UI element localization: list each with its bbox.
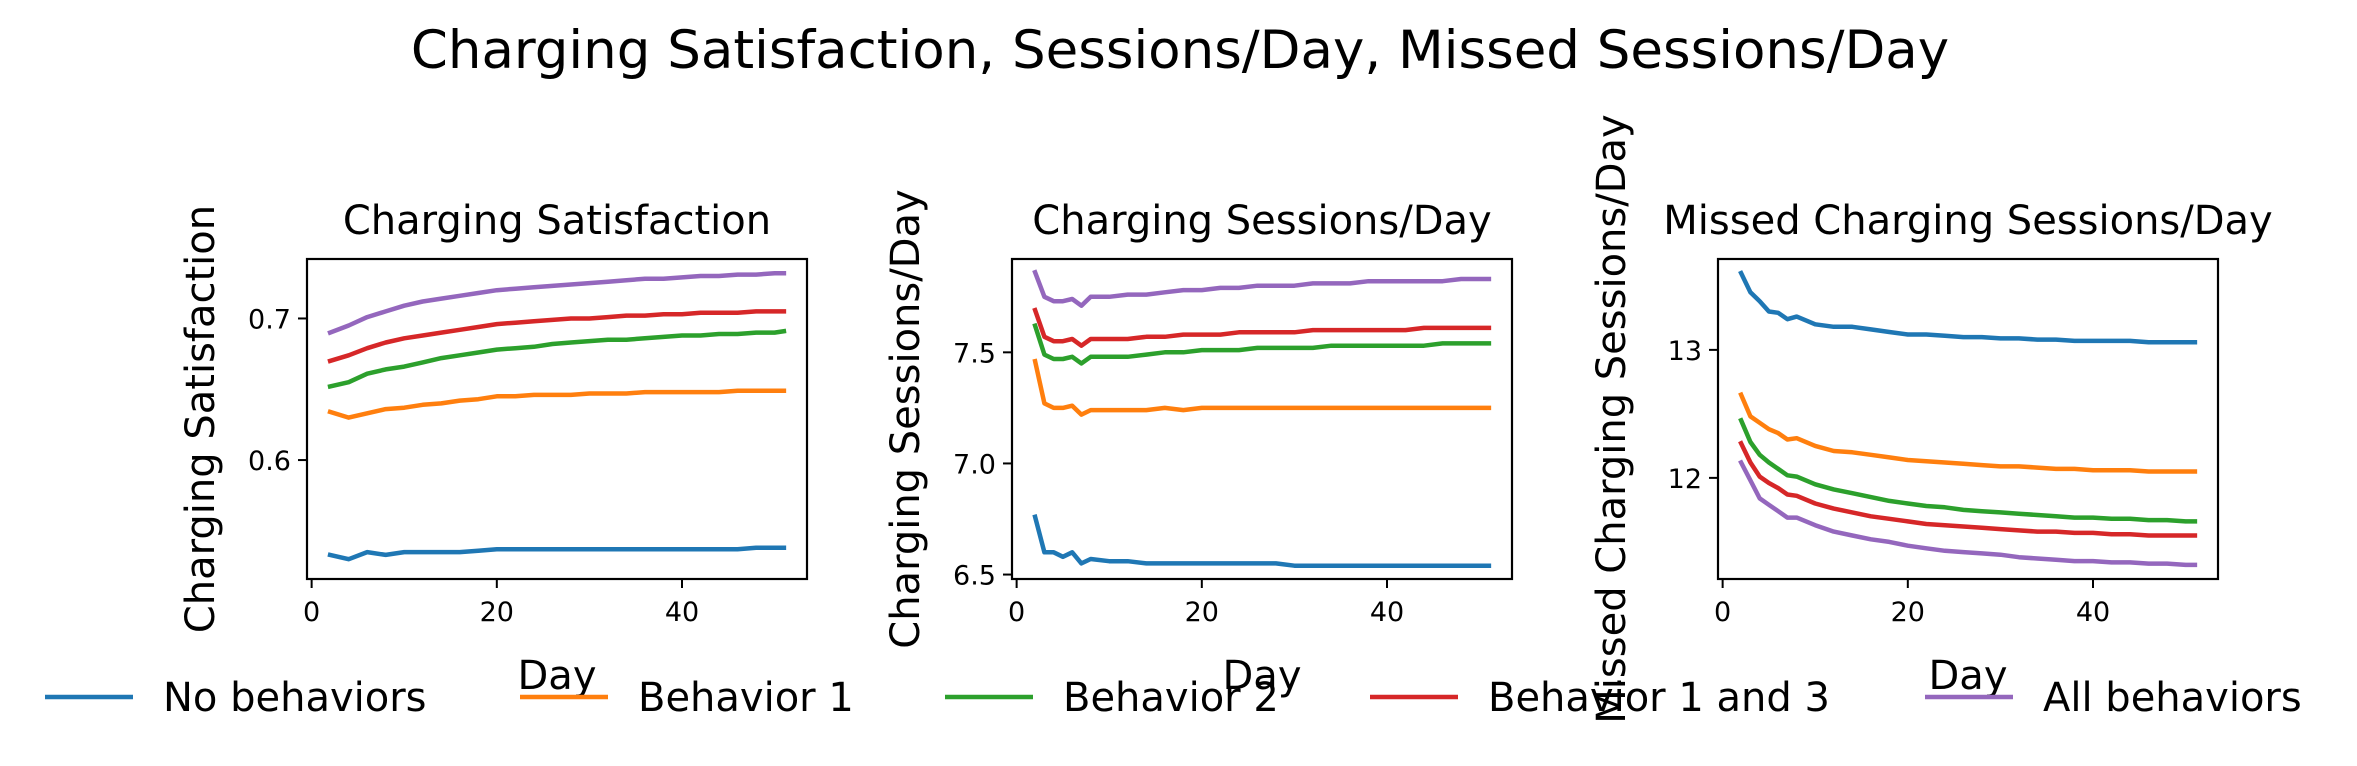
subplot-1: 0 20 40 0.6 0.7 Charging Satisfaction Day Charg… <box>178 198 809 699</box>
series-line-no-behaviors <box>327 545 787 562</box>
y-tick-label: 6.5 <box>953 561 996 592</box>
series-line-behavior-1-and-3 <box>327 309 787 364</box>
legend-item-behavior-1: Behavior 1 <box>520 675 854 721</box>
x-tick-label: 20 <box>1891 597 1925 628</box>
series-line-behavior-2 <box>1032 322 1492 366</box>
legend-item-no-behaviors: No behaviors <box>45 675 427 721</box>
y-axis-label: Missed Charging Sessions/Day <box>1589 114 1635 723</box>
legend-item-behavior-1-and-3: Behavior 1 and 3 <box>1370 675 1830 721</box>
y-tick-label: 13 <box>1668 336 1702 367</box>
axes-frame <box>305 257 809 581</box>
x-tick-label: 40 <box>2076 597 2110 628</box>
series-line-behavior-1-and-3 <box>1738 440 2198 538</box>
series-line-behavior-1 <box>1032 358 1492 417</box>
x-axis-label: Day <box>1929 653 2008 699</box>
x-axis-label: Day <box>1223 653 1302 699</box>
x-tick-label: 40 <box>665 597 699 628</box>
series-line-no-behaviors <box>1032 514 1492 568</box>
y-tick-label: 12 <box>1668 464 1702 495</box>
series-line-behavior-2 <box>1738 417 2198 524</box>
y-axis-label: Charging Satisfaction <box>178 205 224 633</box>
legend-item-behavior-2: Behavior 2 <box>945 675 1279 721</box>
series-line-behavior-1 <box>1738 391 2198 474</box>
legend: No behaviors Behavior 1 Behavior 2 Behavior… <box>45 675 2302 721</box>
series-line-no-behaviors <box>1738 270 2198 345</box>
subplot-3: 0 20 40 12 13 Missed Charging Sessions/Day Day… <box>1589 114 2273 723</box>
series-line-all-behaviors <box>1738 459 2198 568</box>
y-tick-label: 7.5 <box>953 338 996 369</box>
series-line-all-behaviors <box>1032 269 1492 308</box>
subplot-title: Charging Sessions/Day <box>1032 198 1491 244</box>
y-axis-label: Charging Sessions/Day <box>883 189 929 648</box>
axes-frame <box>1716 257 2220 581</box>
subplot-title: Missed Charging Sessions/Day <box>1663 198 2272 244</box>
subplots: 0 20 40 0.6 0.7 Charging Satisfaction Day Charg… <box>178 114 2273 723</box>
x-tick-label: 0 <box>1008 597 1025 628</box>
x-tick-label: 20 <box>480 597 514 628</box>
y-tick-label: 0.7 <box>248 304 291 335</box>
x-tick-label: 20 <box>1185 597 1219 628</box>
x-axis-label: Day <box>518 653 597 699</box>
series-line-behavior-1-and-3 <box>1032 307 1492 348</box>
subplot-title: Charging Satisfaction <box>343 198 771 244</box>
series-line-behavior-2 <box>327 328 787 390</box>
legend-label: All behaviors <box>2043 675 2302 721</box>
figure-title: Charging Satisfaction, Sessions/Day, Mis… <box>411 20 1949 81</box>
series-line-behavior-1 <box>327 388 787 420</box>
legend-label: Behavior 1 and 3 <box>1488 675 1830 721</box>
x-tick-label: 0 <box>1714 597 1731 628</box>
legend-label: Behavior 1 <box>638 675 854 721</box>
legend-label: No behaviors <box>163 675 427 721</box>
subplot-2: 0 20 40 6.5 7.0 7.5 Charging Sessions/Day Day Ch… <box>883 189 1514 699</box>
y-tick-label: 7.0 <box>953 449 996 480</box>
y-tick-label: 0.6 <box>248 446 291 477</box>
legend-item-all-behaviors: All behaviors <box>1925 675 2302 721</box>
x-tick-label: 0 <box>303 597 320 628</box>
x-tick-label: 40 <box>1370 597 1404 628</box>
axes-frame <box>1010 257 1514 581</box>
series-line-all-behaviors <box>327 270 787 336</box>
legend-label: Behavior 2 <box>1063 675 1279 721</box>
